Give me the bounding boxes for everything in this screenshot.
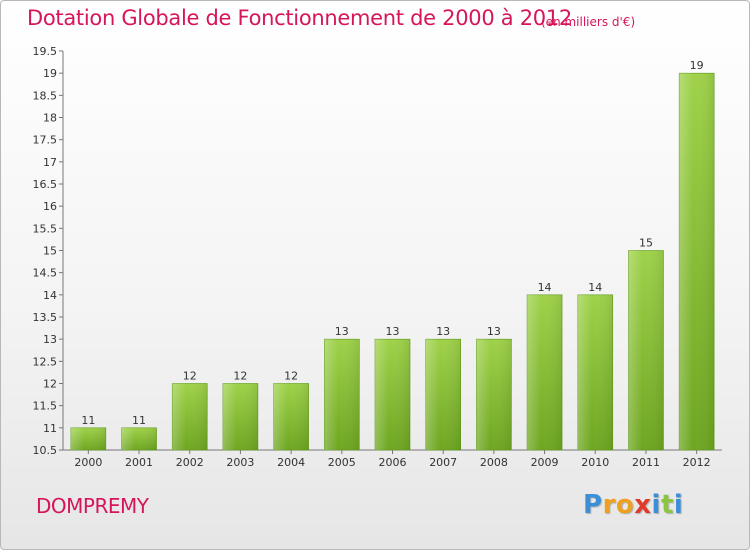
value-label: 12: [183, 370, 197, 383]
y-tick-label: 12: [43, 378, 57, 391]
bar-shade-2006: [375, 339, 410, 450]
bar-shade-2012: [679, 73, 715, 451]
y-tick-label: 11.5: [33, 400, 58, 413]
bar-shade-2008: [476, 339, 512, 450]
y-tick-label: 17.5: [33, 134, 58, 147]
y-tick-label: 11: [43, 422, 57, 435]
x-tick-label: 2012: [683, 456, 711, 469]
logo-letter: i: [673, 490, 684, 520]
x-tick-label: 2009: [531, 456, 559, 469]
logo-letter: i: [651, 490, 661, 520]
bar-shade-2002: [172, 383, 208, 450]
value-label: 19: [690, 59, 704, 72]
bar-shade-2003: [222, 383, 258, 450]
bars: [70, 72, 715, 451]
x-tick-label: 2001: [125, 456, 153, 469]
bar-shade-2007: [425, 339, 461, 450]
chart-title: Dotation Globale de Fonctionnement de 20…: [27, 6, 572, 30]
x-tick-label: 2004: [277, 456, 305, 469]
x-tick-label: 2005: [328, 456, 356, 469]
x-tick-label: 2006: [379, 456, 407, 469]
bar-shade-2009: [527, 294, 563, 450]
value-labels: 11 11 12 12 12 13 13 13 13 14 14 15 19: [81, 59, 703, 427]
value-label: 13: [436, 325, 450, 338]
x-tick-label: 2003: [226, 456, 254, 469]
value-label: 13: [386, 325, 400, 338]
bar-shade-2005: [324, 339, 360, 450]
y-tick-label: 12.5: [33, 355, 58, 368]
value-label: 15: [639, 237, 653, 250]
y-tick-label: 13: [43, 333, 57, 346]
commune-name: DOMPREMY: [36, 494, 149, 518]
y-tick-label: 18: [43, 112, 57, 125]
x-tick-label: 2000: [74, 456, 102, 469]
value-label: 13: [487, 325, 501, 338]
x-tick-label: 2008: [480, 456, 508, 469]
x-tick-label: 2010: [581, 456, 609, 469]
logo-letter: x: [634, 490, 652, 520]
x-tick-label: 2002: [176, 456, 204, 469]
y-tick-label: 16: [43, 200, 57, 213]
bar-shade-2001: [121, 427, 157, 450]
logo-letter: P: [583, 490, 603, 520]
bar-shade-2004: [273, 383, 309, 450]
chart-subtitle: (en milliers d'€): [541, 15, 636, 29]
bar-shade-2010: [577, 294, 613, 450]
y-tick-label: 14: [43, 289, 57, 302]
logo-letter: r: [602, 490, 616, 520]
y-tick-label: 14.5: [33, 267, 58, 280]
x-tick-label: 2007: [429, 456, 457, 469]
logo-letter: o: [615, 490, 635, 520]
logo-letter: t: [660, 490, 674, 520]
y-tick-label: 10.5: [33, 444, 58, 457]
value-label: 11: [132, 414, 146, 427]
x-tick-label: 2011: [632, 456, 660, 469]
y-tick-label: 15.5: [33, 222, 58, 235]
value-label: 14: [538, 281, 552, 294]
bar-shade-2000: [70, 427, 106, 450]
y-tick-label: 18.5: [33, 89, 58, 102]
y-tick-label: 19.5: [33, 45, 58, 58]
value-label: 12: [284, 370, 298, 383]
bar-shade-2011: [628, 250, 664, 450]
value-label: 12: [233, 370, 247, 383]
y-tick-label: 15: [43, 245, 57, 258]
value-label: 14: [588, 281, 602, 294]
value-label: 13: [335, 325, 349, 338]
proxiti-logo: Proxiti: [583, 490, 683, 520]
y-tick-label: 17: [43, 156, 57, 169]
y-tick-label: 16.5: [33, 178, 58, 191]
y-tick-label: 19: [43, 67, 57, 80]
y-tick-label: 13.5: [33, 311, 58, 324]
value-label: 11: [81, 414, 95, 427]
